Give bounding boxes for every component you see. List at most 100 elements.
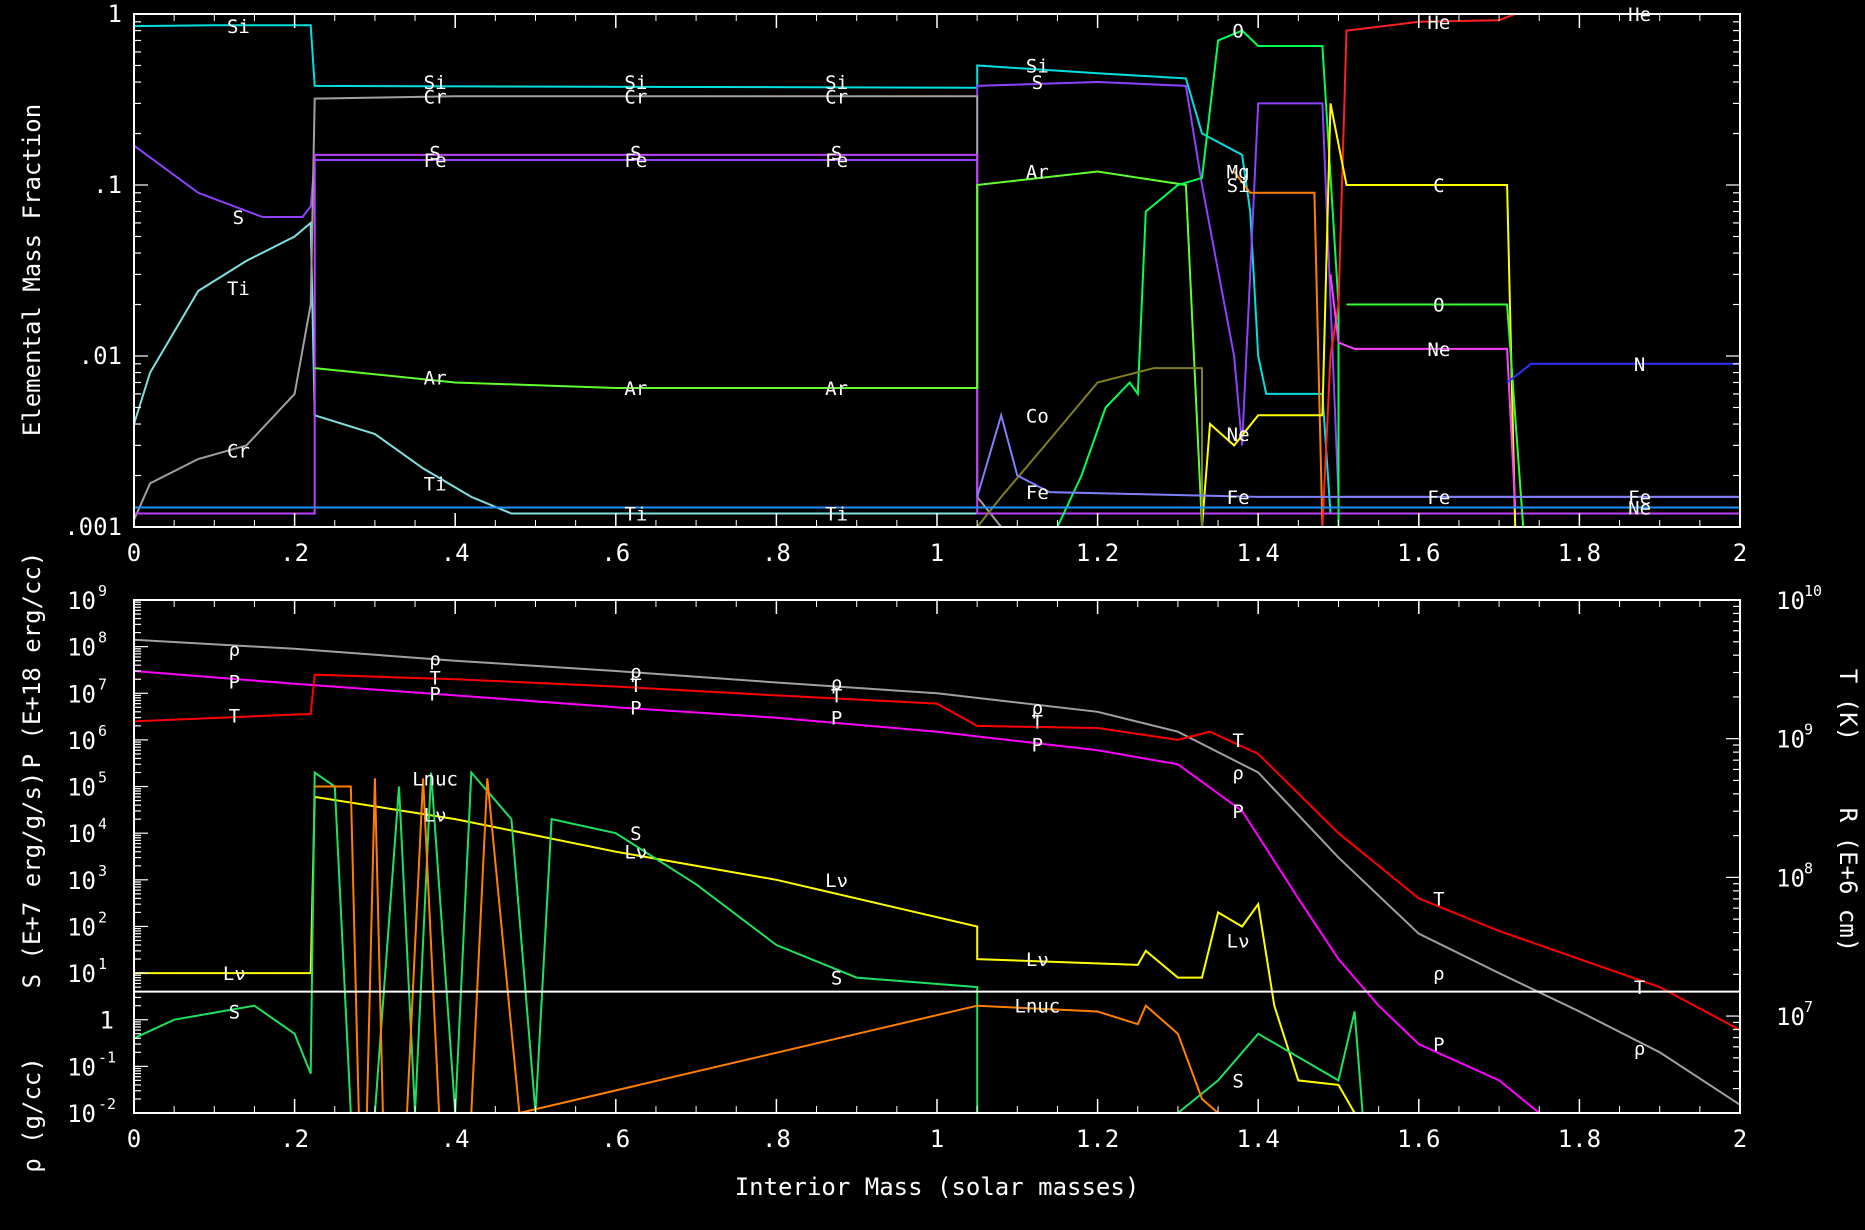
series-line-3 (134, 795, 1356, 1114)
series-label: Ti (624, 503, 647, 525)
x-tick-label: 1.4 (1237, 1125, 1280, 1153)
series-label: Co (1026, 405, 1049, 427)
series-line-4 (133, 769, 1364, 1114)
series-line-2 (133, 673, 1741, 1031)
series-label: ρ (1032, 697, 1043, 719)
series-line-9 (1201, 103, 1517, 528)
x-tick-label: .4 (441, 539, 470, 567)
series-label: O (1433, 295, 1444, 317)
x-tick-label: .4 (441, 1125, 470, 1153)
series-label: Fe (1026, 482, 1049, 504)
series-label: Fe (1427, 487, 1450, 509)
y-tick-label-base: 10 (67, 634, 96, 662)
series-label: Fe (1628, 487, 1651, 509)
series-label: Ti (424, 473, 447, 495)
y-tick-label-exp: 3 (98, 862, 107, 880)
series-label: Lnuc (1014, 996, 1060, 1018)
series-label: T (831, 685, 842, 707)
x-tick-label: .8 (762, 1125, 791, 1153)
y-tick-label: .01 (79, 342, 122, 370)
series-label: Ti (825, 503, 848, 525)
y-tick-label-exp: 5 (98, 769, 107, 787)
series-line-8 (1321, 13, 1740, 528)
y-tick-label-exp: -2 (98, 1095, 116, 1113)
series-label: Ar (1026, 161, 1049, 183)
series-label: O (1232, 21, 1243, 43)
y-tick-label-base: 1 (100, 1007, 114, 1035)
series-label: P (1232, 801, 1243, 823)
series-label: Si (424, 72, 447, 94)
series-line-4 (134, 153, 1740, 515)
series-label: Lν (1227, 930, 1250, 952)
series-label: P (229, 671, 240, 693)
y-tick-label-base: 10 (67, 587, 96, 615)
y-axis-label-right: T (K) (1834, 669, 1862, 741)
series-label: Ne (1227, 424, 1250, 446)
series-label: S (233, 207, 244, 229)
x-tick-label: .2 (280, 539, 309, 567)
x-tick-label: 1.6 (1397, 1125, 1440, 1153)
series-line-7 (1233, 170, 1324, 528)
series-label: T (1232, 730, 1243, 752)
series-label: Fe (825, 150, 848, 172)
series-label: Lν (424, 805, 447, 827)
y-axis-label: Elemental Mass Fraction (18, 104, 46, 436)
series-label: Ti (227, 278, 250, 300)
series-label: He (1628, 4, 1651, 26)
x-tick-label: .8 (762, 539, 791, 567)
series-line-12 (1506, 362, 1740, 384)
series-label: Lnuc (412, 768, 458, 790)
y-tick-label-base: 10 (67, 867, 96, 895)
series-label: S (630, 142, 641, 164)
series-label: Ar (825, 378, 848, 400)
series-label: T (229, 706, 240, 728)
y-tick-label-base: 10 (67, 820, 96, 848)
series-line-0 (133, 24, 1740, 515)
series-label: Lν (624, 842, 647, 864)
series-line-14 (976, 411, 1740, 498)
y-tick-label-base: 10 (67, 774, 96, 802)
y-tick-label: .1 (93, 171, 122, 199)
series-label: Si (227, 16, 250, 38)
series-label: C (1433, 175, 1444, 197)
x-tick-label: 1.2 (1076, 539, 1119, 567)
series-label: He (1427, 12, 1450, 34)
series-line-13 (976, 367, 1203, 528)
series-label: T (1634, 977, 1645, 999)
series-label: ρ (831, 673, 842, 695)
y-tick-label-base: 10 (67, 727, 96, 755)
series-label: P (831, 708, 842, 730)
series-label: T (429, 667, 440, 689)
x-tick-label: 1.8 (1558, 1125, 1601, 1153)
right-tick-label-base: 10 (1776, 1003, 1805, 1031)
right-tick-label-base: 10 (1776, 726, 1805, 754)
right-tick-label-base: 10 (1776, 864, 1805, 892)
series-line-6 (1056, 29, 1340, 528)
series-label: Mg (1227, 161, 1250, 183)
series-label: ρ (429, 649, 440, 671)
right-tick-label-exp: 8 (1804, 859, 1813, 877)
y-axis-label-left: ρ (g/cc) (18, 1057, 46, 1173)
series-label: P (429, 683, 440, 705)
y-tick-label-exp: -1 (98, 1048, 116, 1066)
series-label: Lν (1026, 949, 1049, 971)
x-tick-label: 0 (127, 1125, 141, 1153)
y-tick-label-base: 10 (67, 1100, 96, 1128)
series-line-0 (133, 638, 1741, 1106)
series-label: Lν (223, 963, 246, 985)
y-axis-label-right: R (E+6 cm) (1834, 808, 1862, 953)
series-label: Lν (825, 870, 848, 892)
x-tick-label: .6 (601, 539, 630, 567)
y-tick-label-exp: 7 (98, 675, 107, 693)
series-label: S (831, 968, 842, 990)
series-label: Fe (1227, 487, 1250, 509)
series-label: S (429, 142, 440, 164)
series-label: Ne (1628, 498, 1651, 520)
x-tick-label: 1.6 (1397, 539, 1440, 567)
series-label: S (229, 1002, 240, 1024)
y-axis-label-left: P (E+18 erg/cc) (18, 552, 46, 769)
y-tick-label-base: 10 (67, 1053, 96, 1081)
